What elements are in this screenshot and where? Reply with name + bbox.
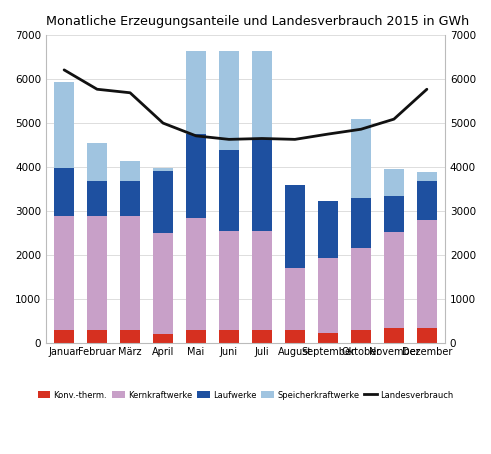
Bar bbox=[318, 258, 338, 333]
Bar bbox=[120, 330, 140, 342]
Bar bbox=[351, 118, 371, 198]
Bar bbox=[120, 181, 140, 216]
Bar bbox=[384, 232, 404, 328]
Bar bbox=[186, 330, 206, 342]
Bar bbox=[87, 143, 107, 181]
Bar bbox=[54, 82, 74, 168]
Bar bbox=[153, 171, 173, 232]
Bar bbox=[153, 232, 173, 334]
Bar bbox=[417, 172, 437, 181]
Bar bbox=[252, 50, 272, 138]
Bar bbox=[219, 51, 239, 150]
Bar bbox=[351, 330, 371, 342]
Bar bbox=[285, 185, 305, 268]
Bar bbox=[252, 330, 272, 342]
Bar bbox=[318, 333, 338, 342]
Bar bbox=[120, 216, 140, 330]
Bar bbox=[120, 161, 140, 181]
Bar bbox=[384, 169, 404, 196]
Bar bbox=[219, 231, 239, 330]
Bar bbox=[87, 330, 107, 342]
Bar bbox=[351, 248, 371, 330]
Bar bbox=[285, 268, 305, 330]
Bar bbox=[186, 50, 206, 134]
Text: Monatliche Erzeugungsanteile und Landesverbrauch 2015 in GWh: Monatliche Erzeugungsanteile und Landesv… bbox=[46, 15, 469, 28]
Bar bbox=[153, 168, 173, 171]
Bar bbox=[87, 216, 107, 330]
Bar bbox=[351, 198, 371, 248]
Bar bbox=[186, 134, 206, 217]
Bar bbox=[87, 181, 107, 216]
Bar bbox=[384, 196, 404, 232]
Bar bbox=[54, 330, 74, 342]
Bar bbox=[384, 328, 404, 342]
Bar bbox=[219, 330, 239, 342]
Legend: Konv.-therm., Kernkraftwerke, Laufwerke, Speicherkraftwerke, Landesverbrauch: Konv.-therm., Kernkraftwerke, Laufwerke,… bbox=[34, 387, 457, 403]
Bar bbox=[153, 334, 173, 342]
Bar bbox=[252, 138, 272, 231]
Bar bbox=[417, 328, 437, 342]
Bar bbox=[219, 150, 239, 231]
Bar bbox=[285, 330, 305, 342]
Bar bbox=[417, 181, 437, 220]
Bar bbox=[186, 217, 206, 330]
Bar bbox=[252, 231, 272, 330]
Bar bbox=[54, 216, 74, 330]
Bar bbox=[54, 168, 74, 216]
Bar bbox=[417, 220, 437, 328]
Bar bbox=[318, 201, 338, 258]
